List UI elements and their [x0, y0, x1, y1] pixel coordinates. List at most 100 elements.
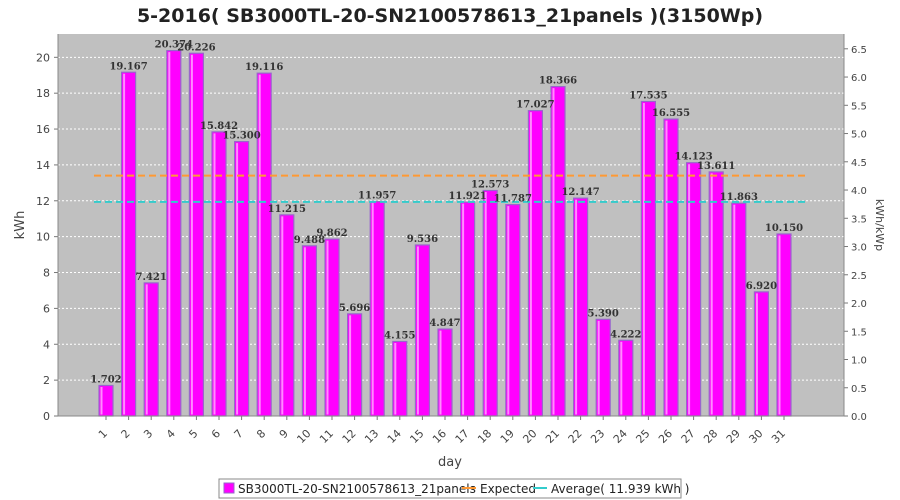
bar-highlight [213, 133, 216, 415]
data-label: 20.374 [155, 40, 193, 51]
data-label: 9.488 [294, 235, 325, 246]
data-label: 12.573 [471, 180, 509, 191]
data-label: 16.555 [652, 108, 690, 119]
x-tick-label: 27 [679, 427, 698, 446]
bar-highlight [484, 192, 487, 415]
data-label: 11.921 [448, 191, 486, 202]
data-label: 7.421 [136, 272, 167, 283]
data-label: 11.957 [358, 191, 396, 202]
bar-highlight [439, 330, 442, 415]
chart-title: 5-2016( SB3000TL-20-SN2100578613_21panel… [137, 5, 763, 27]
legend-label-series: SB3000TL-20-SN2100578613_21panels [238, 482, 476, 496]
y2-tick-label: 0.0 [851, 412, 867, 423]
y-tick-label: 18 [36, 87, 50, 100]
x-tick-label: 31 [769, 427, 788, 446]
bar-highlight [281, 216, 284, 415]
x-tick-label: 20 [520, 427, 539, 446]
bar-highlight [371, 203, 374, 415]
bar-highlight [145, 284, 148, 415]
y2-tick-label: 6.0 [851, 73, 867, 84]
y2-tick-label: 3.5 [851, 214, 867, 225]
x-tick-label: 5 [186, 427, 200, 441]
data-label: 9.536 [407, 234, 438, 245]
y-tick-label: 14 [36, 159, 50, 172]
x-tick-label: 7 [232, 427, 246, 441]
data-label: 13.611 [697, 161, 735, 172]
y2-tick-label: 1.0 [851, 356, 867, 367]
bar-highlight [462, 203, 465, 415]
y-tick-label: 8 [43, 267, 50, 280]
bar-highlight [416, 246, 419, 415]
y-tick-label: 6 [43, 302, 50, 315]
bar-highlight [303, 247, 306, 415]
x-tick-label: 4 [164, 427, 178, 441]
bar-highlight [507, 206, 510, 415]
bar-highlight [733, 204, 736, 415]
y2-tick-label: 2.0 [851, 299, 867, 310]
y2-tick-label: 5.0 [851, 130, 867, 141]
data-label: 6.920 [746, 281, 777, 292]
data-label: 1.702 [90, 374, 121, 385]
y-axis-label: kWh [13, 211, 28, 240]
data-label: 19.167 [109, 61, 147, 72]
x-axis-label: day [438, 455, 462, 470]
bar-highlight [620, 341, 623, 415]
y-tick-label: 2 [43, 374, 50, 387]
y2-tick-label: 1.5 [851, 327, 867, 338]
x-tick-label: 8 [254, 427, 268, 441]
y-tick-label: 16 [36, 123, 50, 136]
bar-highlight [597, 320, 600, 415]
x-tick-label: 18 [475, 427, 494, 446]
x-tick-label: 1 [96, 427, 110, 441]
y-tick-label: 20 [36, 51, 50, 64]
x-tick-label: 13 [362, 427, 381, 446]
x-tick-label: 10 [294, 427, 313, 446]
data-label: 18.366 [539, 76, 577, 87]
data-label: 14.123 [674, 152, 712, 163]
y2-tick-label: 4.0 [851, 186, 867, 197]
y2-tick-label: 4.5 [851, 158, 867, 169]
data-label: 20.226 [177, 42, 215, 53]
data-label: 11.863 [720, 192, 758, 203]
legend-box [218, 478, 682, 499]
data-label: 12.147 [561, 187, 599, 198]
data-label: 4.155 [384, 330, 415, 341]
y2-tick-label: 2.5 [851, 271, 867, 282]
y2-tick-label: 0.5 [851, 384, 867, 395]
data-label: 19.116 [245, 62, 283, 73]
data-label: 11.787 [494, 194, 532, 205]
y-tick-label: 12 [36, 195, 50, 208]
x-tick-label: 12 [340, 427, 359, 446]
bar-highlight [190, 54, 193, 415]
x-tick-label: 2 [119, 427, 133, 441]
legend-label-expected: Expected [480, 482, 536, 496]
bar-highlight [755, 293, 758, 415]
x-tick-label: 28 [701, 427, 720, 446]
bar-highlight [688, 164, 691, 415]
x-tick-label: 15 [407, 427, 426, 446]
data-label: 4.847 [429, 318, 460, 329]
data-label: 5.390 [588, 308, 619, 319]
data-label: 17.535 [629, 91, 667, 102]
bar-highlight [642, 103, 645, 415]
bar-highlight [552, 88, 555, 415]
y2-tick-label: 3.0 [851, 243, 867, 254]
x-tick-label: 14 [385, 427, 404, 446]
x-tick-label: 23 [588, 427, 607, 446]
data-label: 11.215 [268, 204, 306, 215]
bar-highlight [710, 173, 713, 415]
bar-highlight [349, 315, 352, 415]
x-tick-label: 3 [141, 427, 155, 441]
bar-highlight [529, 112, 532, 415]
data-label: 10.150 [765, 223, 803, 234]
x-tick-label: 19 [498, 427, 517, 446]
x-tick-label: 29 [724, 427, 743, 446]
legend-label-average: Average( 11.939 kWh ) [551, 482, 690, 496]
reference-lines [94, 174, 806, 203]
bar-highlight [326, 240, 329, 415]
data-label: 15.842 [200, 121, 238, 132]
y-tick-label: 10 [36, 231, 50, 244]
y-tick-label: 4 [43, 338, 50, 351]
